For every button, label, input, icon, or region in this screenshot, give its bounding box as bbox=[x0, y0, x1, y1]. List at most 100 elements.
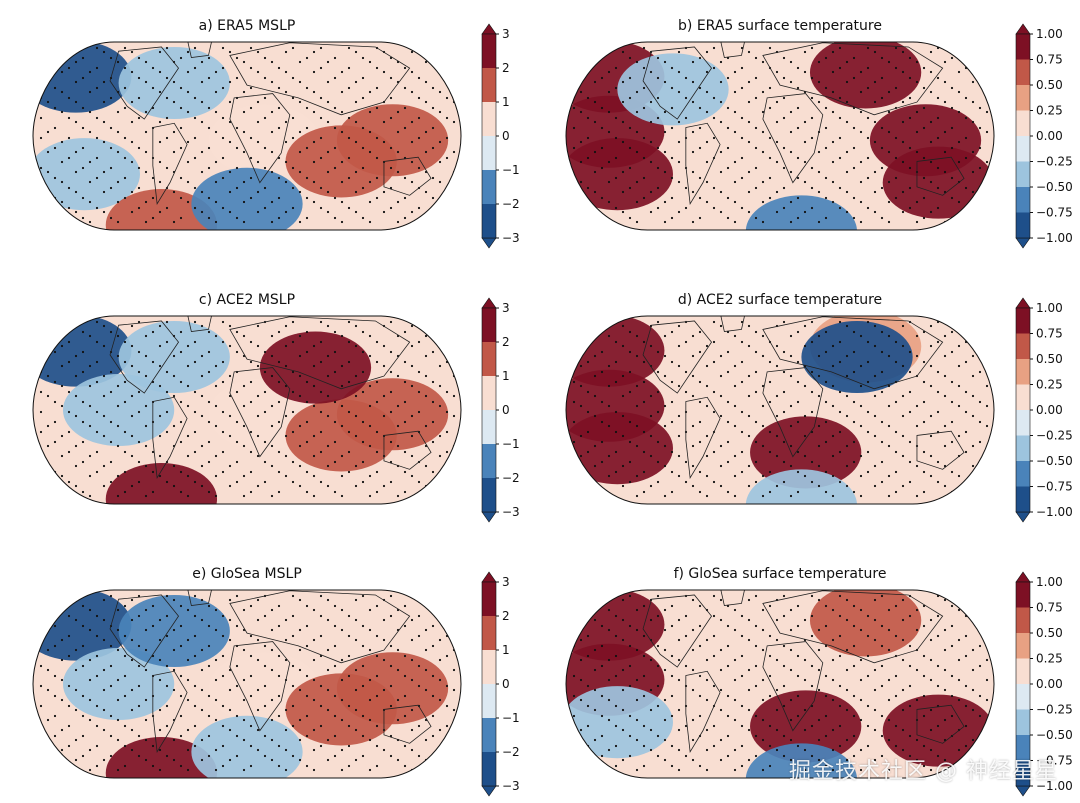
colorbar-tick-f: −0.50 bbox=[1036, 728, 1073, 742]
panel-b: b) ERA5 surface temperature 1.00 0.75 0.50 0… bbox=[565, 18, 1073, 249]
colorbar-tick-a: 3 bbox=[502, 27, 510, 41]
colorbar-tick-b: 0.75 bbox=[1036, 53, 1063, 67]
coastlines-c bbox=[109, 316, 432, 480]
colorbar-b: 1.00 0.75 0.50 0.25 0.00 −0.25 −0.50 −0.75 −1.00 bbox=[1015, 23, 1073, 249]
panel-title-f: f) GloSea surface temperature bbox=[674, 566, 887, 582]
anomaly-north-pacific bbox=[566, 316, 665, 387]
colorbar-tick-e: 2 bbox=[502, 609, 510, 623]
anomaly-southern-ocean-pacific bbox=[105, 189, 218, 230]
colorbar-tick-e: −1 bbox=[502, 711, 520, 725]
colorbar-tick-e: 0 bbox=[502, 677, 510, 691]
colorbar-tick-e: 3 bbox=[502, 575, 510, 589]
panel-title-e: e) GloSea MSLP bbox=[192, 566, 302, 582]
anomaly-north-america bbox=[617, 53, 729, 126]
colorbar-tick-c: 3 bbox=[502, 301, 510, 315]
colorbar-tick-b: 0.50 bbox=[1036, 78, 1063, 92]
anomaly-southern-ocean-atlantic bbox=[191, 167, 303, 230]
colorbar-tick-c: −1 bbox=[502, 437, 520, 451]
colorbar-tick-f: 0.75 bbox=[1036, 601, 1063, 615]
anomaly-australia bbox=[882, 694, 994, 767]
colorbar-d: 1.00 0.75 0.50 0.25 0.00 −0.25 −0.50 −0.75 −1.00 bbox=[1015, 297, 1073, 523]
colorbar-tick-a: −1 bbox=[502, 163, 520, 177]
anomaly-eurasia bbox=[809, 590, 922, 657]
colorbar-tick-f: 1.00 bbox=[1036, 575, 1063, 589]
colorbar-e: 3 2 1 0 −1 −2 −3 bbox=[481, 571, 520, 797]
panel-e: e) GloSea MSLP 3 2 1 0 −1 −2 −3 bbox=[32, 566, 520, 797]
colorbar-tick-c: −3 bbox=[502, 505, 520, 519]
anomaly-australia bbox=[882, 146, 994, 219]
coastlines-f bbox=[642, 590, 965, 754]
colorbar-tick-e: 1 bbox=[502, 643, 510, 657]
anomaly-southern-africa bbox=[750, 416, 862, 489]
panel-title-b: b) ERA5 surface temperature bbox=[678, 18, 882, 34]
colorbar-tick-a: 1 bbox=[502, 95, 510, 109]
colorbar-tick-d: −1.00 bbox=[1036, 505, 1073, 519]
colorbar-tick-d: 0.25 bbox=[1036, 378, 1063, 392]
stipple-b bbox=[572, 46, 989, 224]
anomaly-south-pacific bbox=[566, 138, 673, 211]
anomaly-southern-ocean-pacific bbox=[105, 463, 218, 504]
anomaly-south-pacific bbox=[566, 412, 673, 485]
colorbar-tick-b: 0.25 bbox=[1036, 104, 1063, 118]
watermark: 掘金技术社区 @ 神经星星 bbox=[789, 759, 1058, 784]
colorbar-tick-d: 0.00 bbox=[1036, 403, 1063, 417]
panel-title-c: c) ACE2 MSLP bbox=[199, 292, 295, 308]
coastlines-e bbox=[109, 590, 432, 754]
panel-d: d) ACE2 surface temperature 1.00 0.75 0.50 0… bbox=[565, 292, 1073, 523]
coastlines-d bbox=[642, 316, 965, 480]
colorbar-tick-d: −0.25 bbox=[1036, 429, 1073, 443]
panel-title-a: a) ERA5 MSLP bbox=[199, 18, 296, 34]
colorbar-tick-f: −0.75 bbox=[1036, 754, 1073, 768]
colorbar-a: 3 2 1 0 −1 −2 −3 bbox=[481, 23, 520, 249]
anomaly-maritime-continent bbox=[336, 652, 449, 725]
colorbar-tick-c: 2 bbox=[502, 335, 510, 349]
anomaly-maritime-continent bbox=[336, 378, 449, 451]
panel-title-d: d) ACE2 surface temperature bbox=[678, 292, 882, 308]
anomaly-southern-ocean-pacific bbox=[105, 737, 218, 778]
colorbar-tick-f: 0.00 bbox=[1036, 677, 1063, 691]
anomaly-southern-ocean-atlantic bbox=[191, 715, 303, 778]
colorbar-tick-b: 1.00 bbox=[1036, 27, 1063, 41]
colorbar-tick-b: −0.25 bbox=[1036, 155, 1073, 169]
coastlines-b bbox=[642, 42, 965, 206]
anomaly-central-asia bbox=[801, 320, 913, 394]
colorbar-tick-b: −1.00 bbox=[1036, 231, 1073, 245]
colorbar-tick-f: −0.25 bbox=[1036, 703, 1073, 717]
colorbar-tick-a: −2 bbox=[502, 197, 520, 211]
anomaly-south-pacific bbox=[566, 686, 673, 759]
colorbar-tick-c: −2 bbox=[502, 471, 520, 485]
anomaly-eurasia bbox=[809, 42, 922, 109]
anomaly-east-pacific bbox=[62, 373, 175, 447]
colorbar-tick-d: 0.50 bbox=[1036, 352, 1063, 366]
colorbar-tick-a: 2 bbox=[502, 61, 510, 75]
colorbar-tick-e: −2 bbox=[502, 745, 520, 759]
colorbar-tick-d: −0.75 bbox=[1036, 480, 1073, 494]
colorbar-tick-d: 1.00 bbox=[1036, 301, 1063, 315]
anomaly-southern-ocean bbox=[745, 743, 858, 778]
anomaly-middle-east bbox=[259, 331, 372, 404]
colorbar-tick-b: −0.50 bbox=[1036, 180, 1073, 194]
anomaly-east-pacific bbox=[62, 647, 175, 721]
colorbar-f: 1.00 0.75 0.50 0.25 0.00 −0.25 −0.50 −0.75 −1.00 bbox=[1015, 571, 1073, 797]
colorbar-tick-c: 1 bbox=[502, 369, 510, 383]
colorbar-c: 3 2 1 0 −1 −2 −3 bbox=[481, 297, 520, 523]
anomaly-southern-africa bbox=[750, 690, 862, 763]
anomaly-south-pacific bbox=[33, 138, 140, 211]
stipple-a bbox=[39, 46, 456, 224]
anomaly-southern-ocean bbox=[745, 195, 858, 230]
colorbar-tick-f: 0.25 bbox=[1036, 652, 1063, 666]
colorbar-tick-d: 0.75 bbox=[1036, 327, 1063, 341]
panel-c: c) ACE2 MSLP 3 2 1 0 −1 −2 −3 bbox=[32, 292, 520, 523]
panel-a: a) ERA5 MSLP 3 2 1 0 −1 −2 −3 bbox=[32, 18, 520, 249]
colorbar-tick-b: −0.75 bbox=[1036, 206, 1073, 220]
colorbar-tick-c: 0 bbox=[502, 403, 510, 417]
anomaly-maritime-continent bbox=[336, 104, 449, 177]
colorbar-tick-d: −0.50 bbox=[1036, 454, 1073, 468]
colorbar-tick-f: 0.50 bbox=[1036, 626, 1063, 640]
coastlines-a bbox=[109, 42, 432, 206]
colorbar-tick-a: −3 bbox=[502, 231, 520, 245]
anomaly-north-pacific bbox=[566, 590, 665, 661]
anomaly-southern-ocean bbox=[745, 469, 858, 504]
colorbar-tick-f: −1.00 bbox=[1036, 779, 1073, 793]
